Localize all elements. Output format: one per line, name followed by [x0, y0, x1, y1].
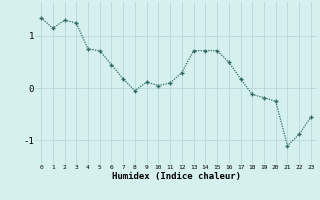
X-axis label: Humidex (Indice chaleur): Humidex (Indice chaleur) [111, 172, 241, 181]
